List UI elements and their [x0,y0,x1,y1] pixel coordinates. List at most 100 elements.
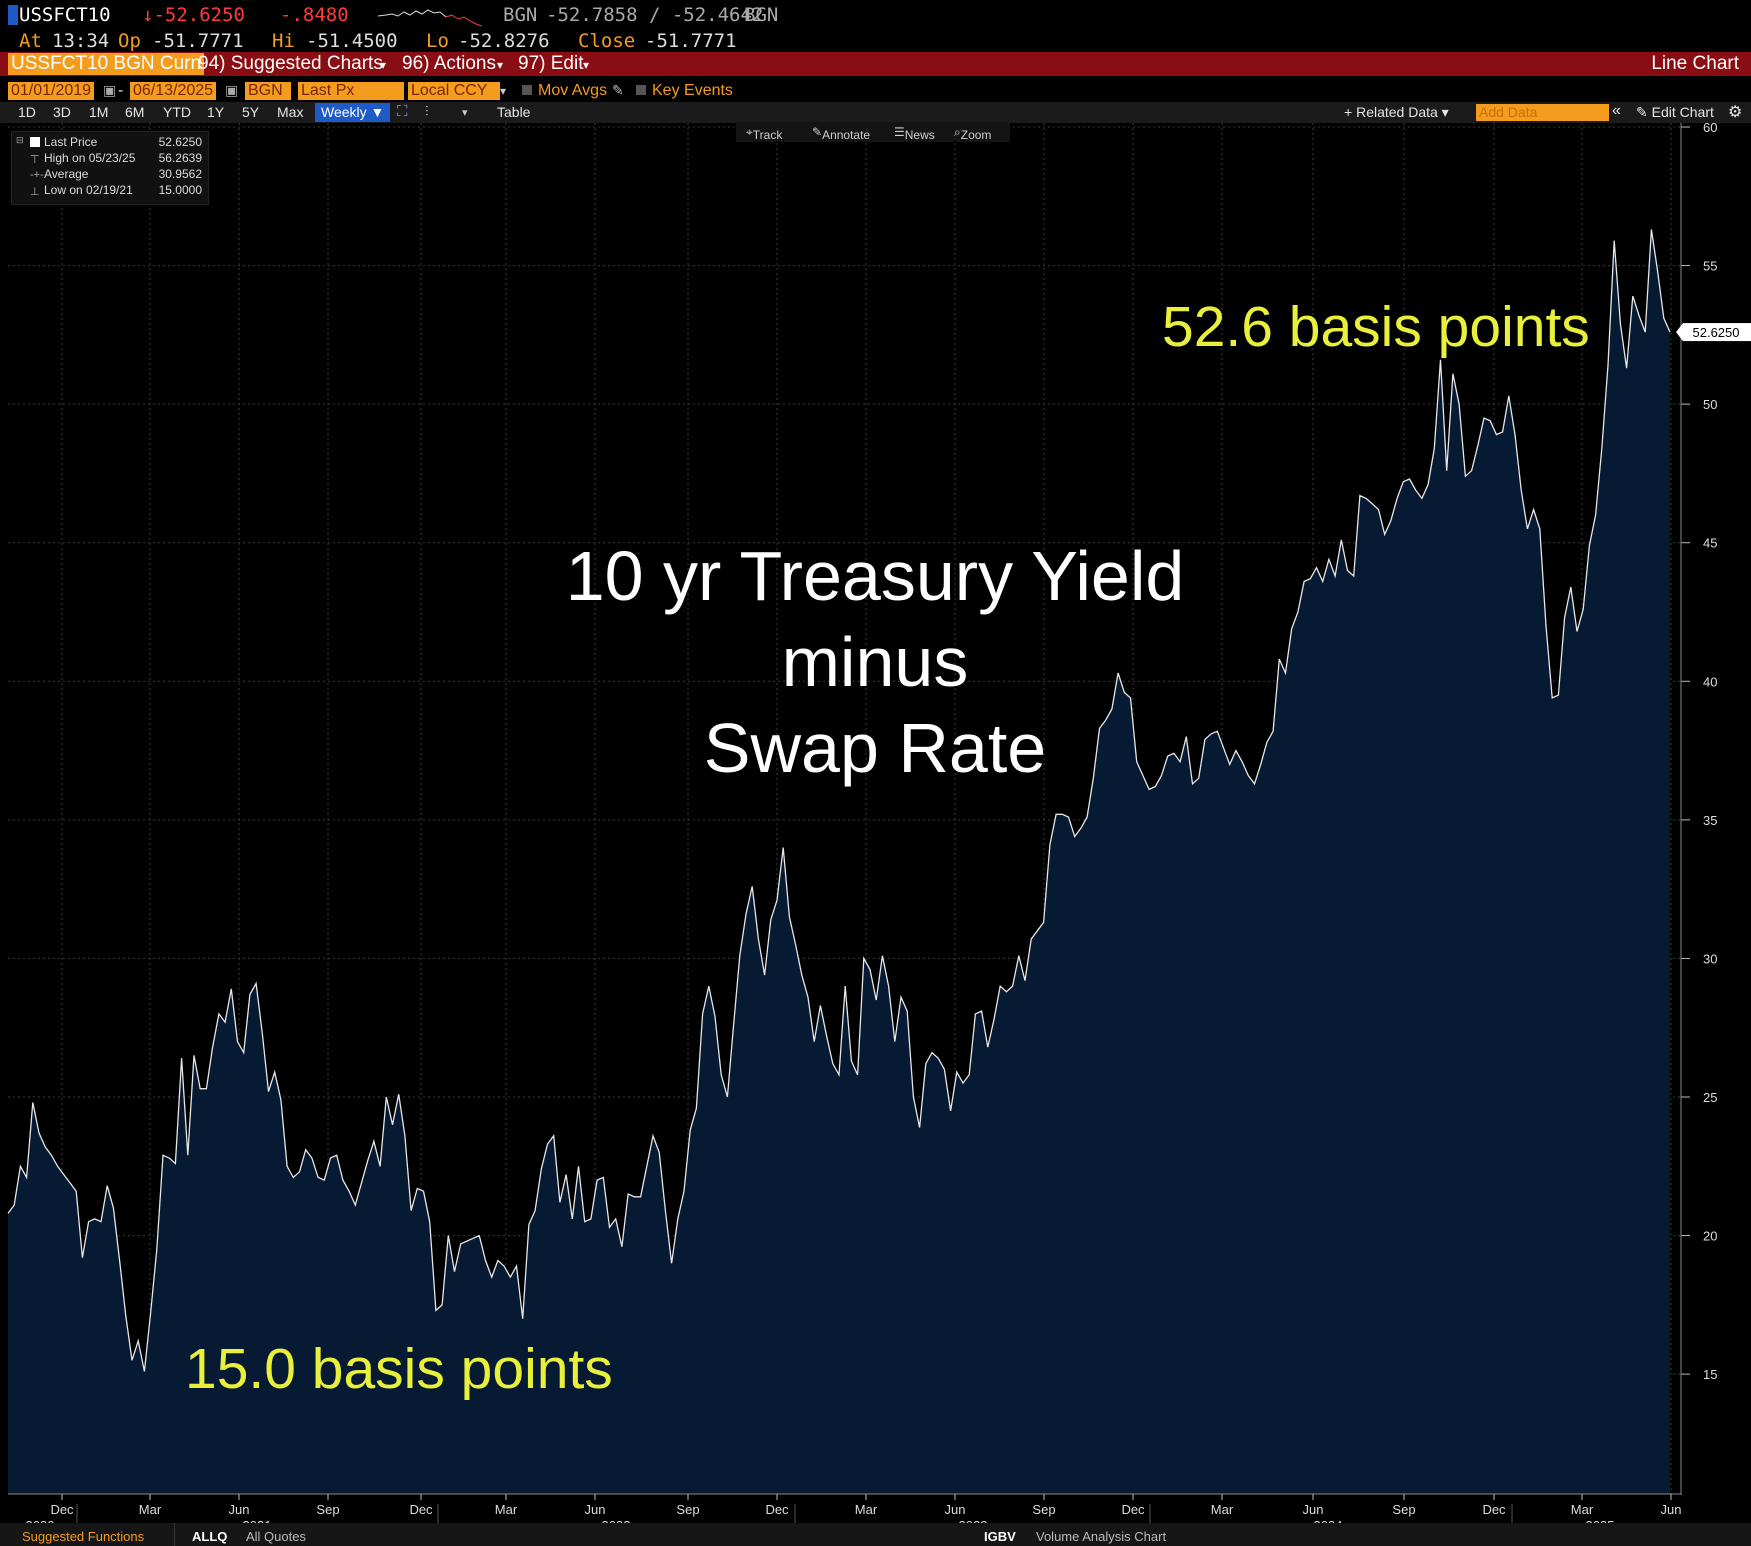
edit-chart-button[interactable]: ✎ Edit Chart [1636,104,1714,120]
data-point [752,886,753,887]
sparkline-icon [378,9,482,27]
data-point [274,1071,275,1072]
all-quotes-link[interactable]: All Quotes [246,1529,306,1544]
collapse-icon[interactable]: ⊟ [16,135,24,145]
data-point [76,1191,77,1192]
candle-chart-icon[interactable]: ⫶ [425,103,429,119]
period-3d[interactable]: 3D [53,104,71,120]
data-point [962,1083,963,1084]
data-point [807,997,808,998]
collapse-icon[interactable]: « [1612,102,1621,119]
data-point [1279,659,1280,660]
chevron-down-icon[interactable]: ▾ [462,107,468,119]
data-point [671,1263,672,1264]
footer-code[interactable]: ALLQ [192,1529,228,1544]
key-events-toggle[interactable]: Key Events [636,82,733,100]
data-point [1347,570,1348,571]
data-point [336,1155,337,1156]
chevron-down-icon[interactable]: ▾ [583,58,590,72]
data-point [1006,991,1007,992]
data-point [107,1185,108,1186]
period-1d[interactable]: 1D [18,104,36,120]
end-date-field[interactable]: 06/13/2025 [130,82,217,100]
data-point [324,1180,325,1181]
zoom-tool[interactable]: ⌕ Zoom [954,125,992,142]
legend-label: Low on 02/19/21 [44,183,133,197]
suggested-functions-link[interactable]: Suggested Functions [22,1529,145,1544]
frequency-selector[interactable]: Weekly ▼ [315,103,391,122]
legend-low: ⊥ Low on 02/19/21 15.0000 [12,183,208,198]
source-field[interactable]: BGN [245,82,291,100]
x-tick-label: Mar [855,1502,878,1517]
chevron-down-icon[interactable]: ▾ [497,58,504,72]
period-6m[interactable]: 6M [125,104,145,120]
ticker[interactable]: USSFCT10 [19,4,111,26]
data-point [342,1180,343,1181]
data-point [311,1157,312,1158]
data-point [1496,434,1497,435]
data-point [1558,695,1559,696]
data-point [150,1313,151,1314]
period-1m[interactable]: 1M [89,104,109,120]
pencil-icon[interactable]: ✎ [612,82,624,98]
track-tool[interactable]: ⌖ Track [746,125,783,142]
data-point [1335,575,1336,576]
period-ytd[interactable]: YTD [163,104,191,120]
calendar-icon[interactable]: ▣ [225,82,239,98]
y-tick-label: 25 [1703,1090,1717,1105]
chevron-down-icon[interactable]: ▾ [500,84,507,98]
gear-icon[interactable]: ⚙ [1728,104,1743,121]
period-5y[interactable]: 5Y [242,104,260,120]
last-change: ↓-52.6250 [142,4,245,26]
add-data-input[interactable]: Add Data [1476,104,1609,121]
annotate-tool[interactable]: ✎ Annotate [812,125,871,142]
data-point [1477,445,1478,446]
chart-title: 10 yr Treasury Yield minus Swap Rate [500,533,1250,791]
data-point [528,1224,529,1225]
data-point [603,1177,604,1178]
data-point [1055,814,1056,815]
data-point [231,988,232,989]
data-point [1353,575,1354,576]
security-field[interactable]: USSFCT10 BGN Curn [8,53,205,75]
data-point [578,1166,579,1167]
data-point [355,1204,356,1205]
field-selector[interactable]: Last Px [298,82,404,100]
legend-last-price: Last Price 52.6250 [12,135,208,150]
mov-avgs-toggle[interactable]: Mov Avgs [522,82,607,100]
chevron-down-icon[interactable]: ▾ [380,58,387,72]
start-date-field[interactable]: 01/01/2019 [8,82,95,100]
x-year-label: 2025 [1586,1518,1615,1523]
data-point [497,1260,498,1261]
related-data-button[interactable]: + Related Data ▾ [1344,104,1449,120]
data-point [224,1022,225,1023]
data-point [547,1144,548,1145]
line-chart-icon[interactable]: ⛶ [397,103,408,120]
title-line: 10 yr Treasury Yield [565,537,1185,615]
checkbox-icon[interactable] [522,85,532,95]
news-tool[interactable]: ☰ News [894,125,935,142]
data-point [193,1055,194,1056]
data-point [14,1204,15,1205]
data-point [454,1271,455,1272]
period-max[interactable]: Max [277,104,304,120]
data-point [925,1063,926,1064]
checkbox-icon[interactable] [636,85,646,95]
data-point [100,1221,101,1222]
footer-code[interactable]: IGBV [984,1529,1016,1544]
calendar-icon[interactable]: ▣ [103,82,117,98]
data-point [1539,528,1540,529]
actions-menu[interactable]: 96) Actions [402,53,496,74]
data-point [665,1210,666,1211]
volume-analysis-link[interactable]: Volume Analysis Chart [1036,1529,1167,1544]
data-point [758,938,759,939]
suggested-charts-menu[interactable]: 94) Suggested Charts [198,53,383,74]
period-1y[interactable]: 1Y [207,104,225,120]
edit-menu[interactable]: 97) Edit [518,53,584,74]
table-button[interactable]: Table [497,104,531,120]
data-point [485,1260,486,1261]
currency-selector[interactable]: Local CCY [408,82,500,100]
data-point [1285,672,1286,673]
data-point [640,1196,641,1197]
